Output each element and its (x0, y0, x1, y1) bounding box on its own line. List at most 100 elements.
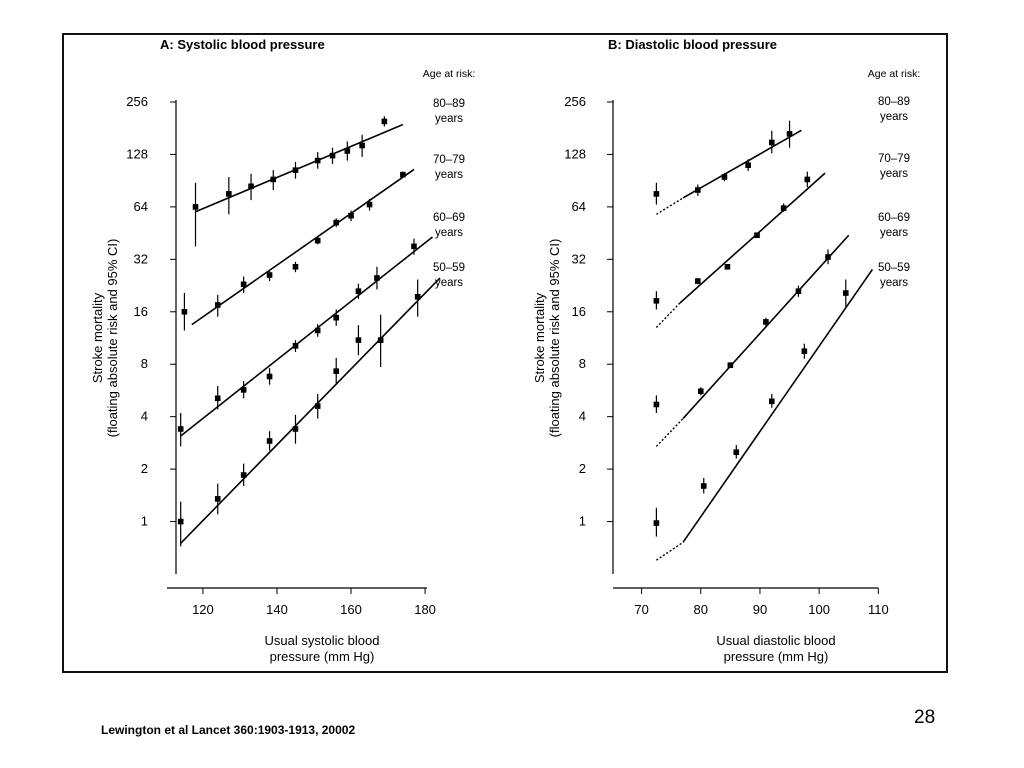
age-group-label: 60–69 years (433, 212, 465, 239)
data-point (359, 142, 365, 149)
data-point (733, 449, 740, 456)
fit-line (682, 234, 850, 420)
data-point (825, 254, 831, 260)
data-point (181, 308, 188, 315)
data-point (745, 162, 751, 169)
citation: Lewington et al Lancet 360:1903-1913, 20… (101, 723, 356, 737)
y-tick-label: 32 (134, 251, 148, 266)
y-tick-label: 2 (141, 461, 148, 476)
data-point (381, 118, 388, 125)
y-axis-title: Stroke mortality(floating absolute risk … (532, 239, 562, 438)
panel-title: B: Diastolic blood pressure (608, 37, 777, 52)
series-0 (653, 120, 802, 215)
x-tick-label: 110 (868, 602, 889, 617)
y-tick-label: 16 (572, 304, 586, 319)
age-group-label: 80–89 years (433, 98, 465, 125)
data-point (795, 288, 802, 295)
data-point (329, 152, 336, 159)
y-tick-label: 8 (141, 356, 148, 371)
y-tick-label: 8 (579, 356, 586, 371)
age-group-label: 70–79 years (433, 154, 465, 181)
data-point (780, 205, 787, 211)
data-point (695, 278, 701, 284)
data-point (653, 191, 660, 197)
data-point (697, 388, 704, 395)
stroke-mortality-figure: A: Systolic blood pressure 1 2 4 8 16 32 64 128 2… (90, 37, 920, 664)
data-point (292, 167, 299, 173)
data-point (411, 243, 417, 250)
data-point (377, 337, 384, 343)
age-group-label: 80–89 years (878, 96, 910, 123)
x-tick-label: 70 (634, 602, 648, 617)
fit-line (180, 236, 433, 437)
data-point (314, 157, 321, 164)
data-point (314, 327, 321, 334)
fit-line-extension (655, 302, 681, 328)
y-tick-label: 256 (126, 94, 148, 109)
data-point (314, 403, 321, 409)
age-group-label: 50–59 years (878, 262, 910, 289)
panel-title: A: Systolic blood pressure (160, 37, 325, 52)
data-point (270, 176, 277, 183)
y-tick-label: 32 (572, 251, 586, 266)
data-point (266, 272, 273, 278)
data-point (754, 232, 760, 239)
data-point (333, 314, 340, 321)
data-point (366, 201, 373, 208)
data-point (214, 395, 221, 402)
x-tick-label: 80 (694, 602, 708, 617)
fit-line (191, 168, 415, 326)
data-point (226, 191, 232, 197)
age-group-label: 70–79 years (878, 153, 910, 180)
data-point (266, 438, 273, 444)
y-tick-label: 16 (134, 304, 148, 319)
data-point (801, 348, 808, 355)
data-point (400, 171, 406, 178)
series-1 (653, 171, 826, 328)
y-tick-label: 64 (572, 199, 586, 214)
x-tick-label: 90 (753, 602, 767, 617)
data-point (240, 387, 247, 393)
x-tick-label: 180 (414, 602, 436, 617)
data-point (292, 343, 299, 349)
series-1 (181, 168, 415, 331)
data-point (653, 520, 660, 526)
data-point (214, 496, 221, 502)
data-point (786, 131, 793, 137)
y-tick-label: 1 (141, 514, 148, 529)
data-point (266, 373, 273, 380)
data-point (248, 183, 254, 190)
y-tick-label: 2 (579, 461, 586, 476)
data-point (240, 281, 247, 288)
data-point (177, 426, 184, 432)
data-point (355, 337, 362, 343)
data-point (721, 174, 728, 180)
slide-number: 28 (914, 707, 936, 728)
data-point (314, 237, 321, 244)
fit-line (682, 268, 874, 543)
legend-title: Age at risk: (423, 68, 476, 80)
data-point (695, 187, 701, 193)
data-point (374, 275, 380, 281)
y-tick-label: 128 (564, 146, 586, 161)
fit-line (195, 123, 404, 213)
fit-line-extension (655, 541, 684, 561)
y-tick-label: 64 (134, 199, 148, 214)
data-point (177, 518, 184, 525)
series-0 (192, 116, 404, 247)
series-3 (653, 268, 874, 561)
x-tick-label: 160 (340, 602, 362, 617)
y-tick-label: 4 (579, 409, 586, 424)
data-point (768, 139, 775, 146)
legend-title: Age at risk: (868, 68, 921, 80)
y-tick-label: 256 (564, 94, 586, 109)
fit-line-extension (656, 197, 684, 215)
series-2 (177, 236, 433, 447)
x-tick-label: 140 (266, 602, 288, 617)
data-point (842, 290, 849, 296)
fit-line (682, 129, 802, 199)
chart-panel-b: B: Diastolic blood pressure 1 2 4 8 16 32 64 128… (532, 37, 920, 664)
data-point (700, 483, 707, 489)
fit-line (679, 172, 826, 304)
data-point (240, 472, 247, 478)
